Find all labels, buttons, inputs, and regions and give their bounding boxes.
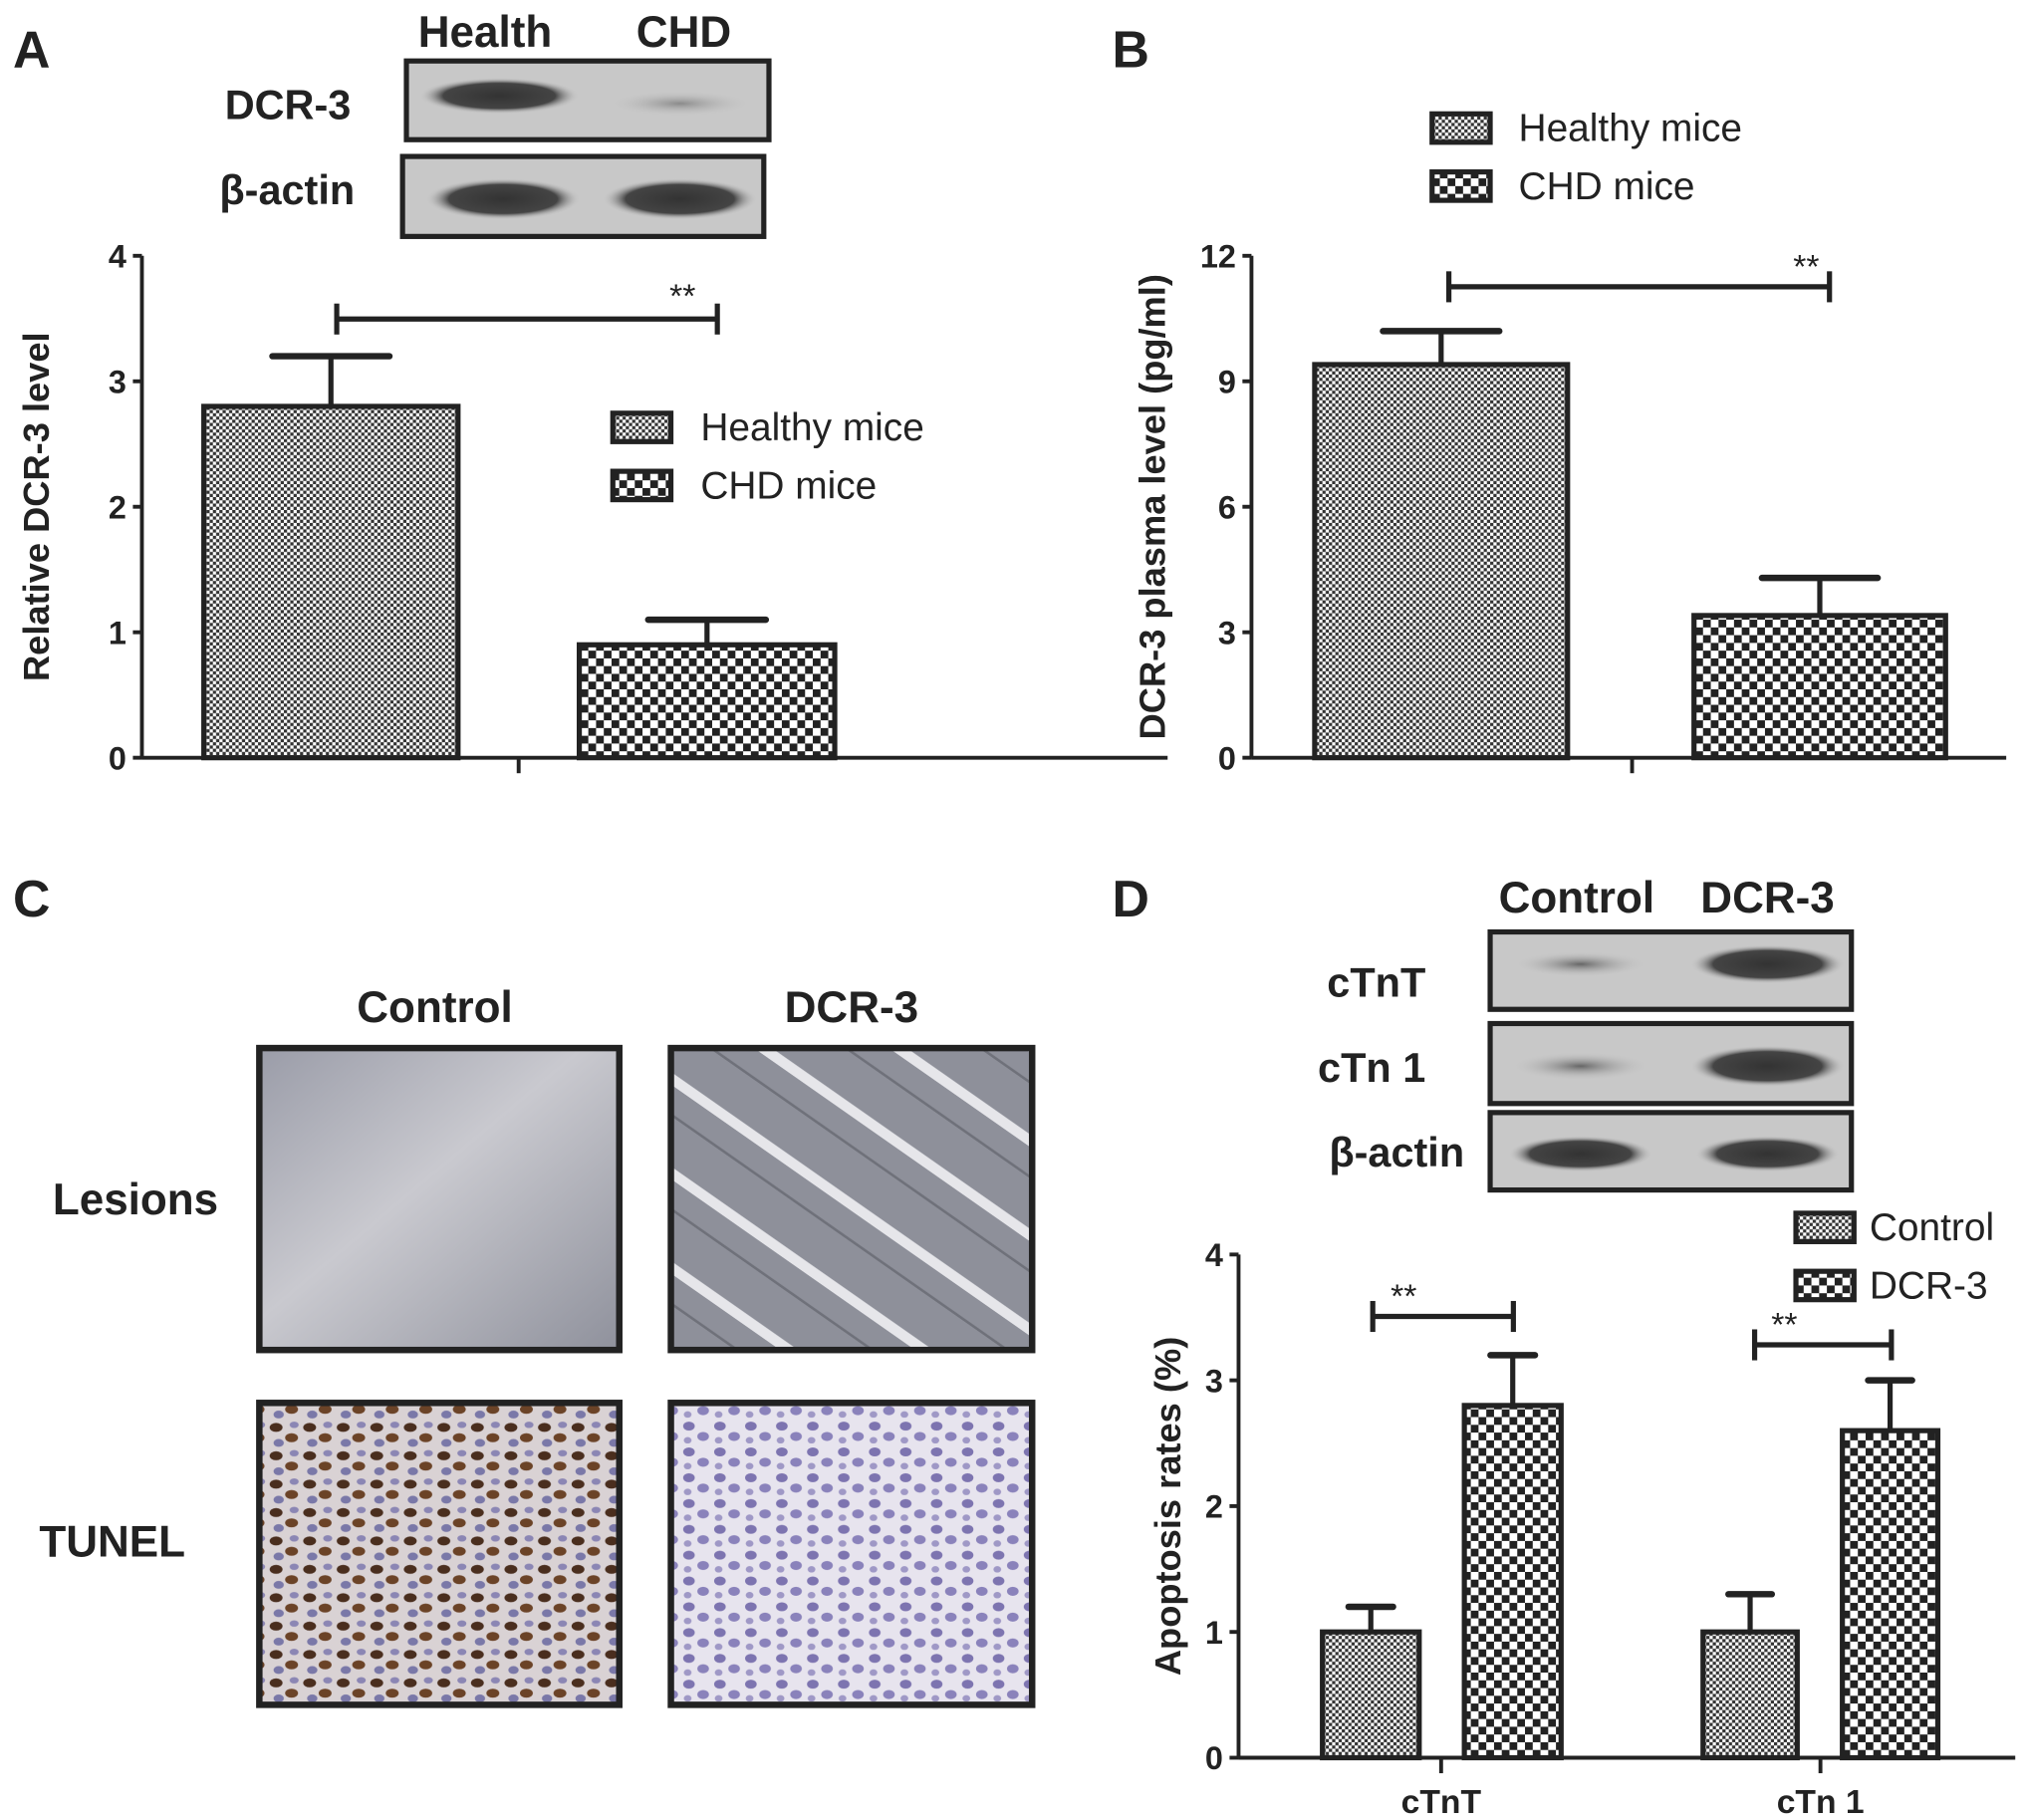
- legend-label: CHD mice: [1519, 165, 1695, 208]
- tunel-dcr3-image: [667, 1400, 1036, 1708]
- legend-swatch: [1429, 111, 1493, 145]
- y-tick-label: 4: [109, 238, 126, 274]
- legend-swatch: [1793, 1268, 1857, 1303]
- row-label: Lesions: [53, 1175, 218, 1224]
- blot-lane-label: CHD: [636, 8, 731, 57]
- legend-label: Control: [1870, 1206, 1994, 1249]
- lesion-dcr3-image: [667, 1044, 1036, 1354]
- legend-swatch: [610, 410, 674, 444]
- bar: [1840, 1428, 1941, 1761]
- bar-chart-a: 0 1 2 3 4 Relative DCR-3 level Healthy mice CHD…: [16, 238, 1168, 776]
- legend-label: Healthy mice: [700, 406, 924, 449]
- y-tick-label: 12: [1200, 238, 1236, 274]
- bar: [201, 403, 461, 761]
- column-label: Control: [357, 983, 512, 1032]
- significance-label: **: [669, 279, 695, 316]
- blot-band: [602, 178, 758, 220]
- legend-swatch: [610, 468, 674, 503]
- panel-label-b: B: [1113, 21, 1149, 79]
- y-tick-label: 0: [1205, 1740, 1223, 1776]
- blot-band: [1689, 944, 1846, 984]
- blot-lane-label: Control: [1499, 874, 1654, 922]
- bar: [1700, 1629, 1800, 1761]
- x-tick-label: cTn 1: [1777, 1784, 1865, 1820]
- blot-band: [425, 178, 581, 220]
- blot-lane-label: DCR-3: [1700, 874, 1835, 922]
- bar: [1312, 362, 1571, 761]
- panel-label-d: D: [1113, 870, 1149, 927]
- legend-label: Healthy mice: [1519, 108, 1743, 150]
- tunel-control-image: [256, 1400, 623, 1708]
- x-tick-label: cTnT: [1401, 1784, 1482, 1820]
- y-tick-label: 4: [1205, 1237, 1223, 1273]
- blot-band: [1510, 1051, 1650, 1081]
- blot-band: [1513, 950, 1648, 977]
- blot-band: [608, 90, 753, 117]
- bar-chart-d: 0 1 2 3 4 cTnT cTn 1 Apoptosis rates (%) Control…: [1147, 1206, 2016, 1820]
- histology-panel: Control DCR-3 Lesions TUNEL: [39, 983, 1036, 1708]
- bar-chart-b: 0 3 6 9 12 DCR-3 plasma level (pg/ml) Healthy …: [1133, 108, 2007, 776]
- y-axis-label: Apoptosis rates (%): [1147, 1337, 1188, 1676]
- western-blot-d: Control DCR-3 cTnT cTn 1 β-actin: [1318, 874, 1855, 1193]
- bar: [1691, 613, 1948, 761]
- blot-row-label: DCR-3: [225, 81, 352, 128]
- y-tick-label: 2: [1205, 1489, 1223, 1525]
- significance-label: **: [1391, 1278, 1416, 1315]
- legend-swatch: [1429, 169, 1493, 203]
- legend-label: CHD mice: [700, 464, 877, 507]
- y-tick-label: 3: [1205, 1363, 1223, 1399]
- bar: [576, 642, 838, 761]
- lesion-control-image: [256, 1044, 623, 1354]
- y-tick-label: 2: [109, 489, 126, 525]
- bar: [1320, 1629, 1422, 1761]
- significance-label: **: [1793, 249, 1819, 286]
- blot-band: [418, 78, 580, 115]
- panel-label-a: A: [13, 21, 50, 79]
- y-tick-label: 9: [1218, 364, 1236, 399]
- panel-label-c: C: [13, 870, 50, 927]
- y-axis-label: Relative DCR-3 level: [16, 332, 57, 681]
- blot-row-label: cTnT: [1327, 958, 1425, 1005]
- legend-label: DCR-3: [1870, 1264, 1988, 1307]
- blot-row-label: β-actin: [219, 166, 355, 213]
- blot-band: [1508, 1136, 1653, 1172]
- y-tick-label: 0: [1218, 740, 1236, 776]
- y-tick-label: 0: [109, 740, 126, 776]
- blot-row-label: cTn 1: [1318, 1044, 1425, 1091]
- bar: [1461, 1403, 1564, 1761]
- row-label: TUNEL: [39, 1517, 185, 1566]
- y-tick-label: 3: [1218, 615, 1236, 650]
- significance-label: **: [1771, 1307, 1797, 1344]
- y-tick-label: 1: [1205, 1615, 1223, 1651]
- y-tick-label: 1: [109, 615, 126, 650]
- blot-lane-label: Health: [418, 8, 553, 57]
- blot-row-label: β-actin: [1329, 1129, 1464, 1175]
- y-tick-label: 3: [109, 364, 126, 399]
- blot-band: [1689, 1045, 1846, 1087]
- blot-band: [1694, 1136, 1841, 1172]
- y-axis-label: DCR-3 plasma level (pg/ml): [1133, 274, 1173, 739]
- column-label: DCR-3: [785, 983, 919, 1032]
- western-blot-a: Health CHD DCR-3 β-actin: [219, 8, 772, 239]
- y-tick-label: 6: [1218, 489, 1236, 525]
- legend-swatch: [1793, 1210, 1857, 1244]
